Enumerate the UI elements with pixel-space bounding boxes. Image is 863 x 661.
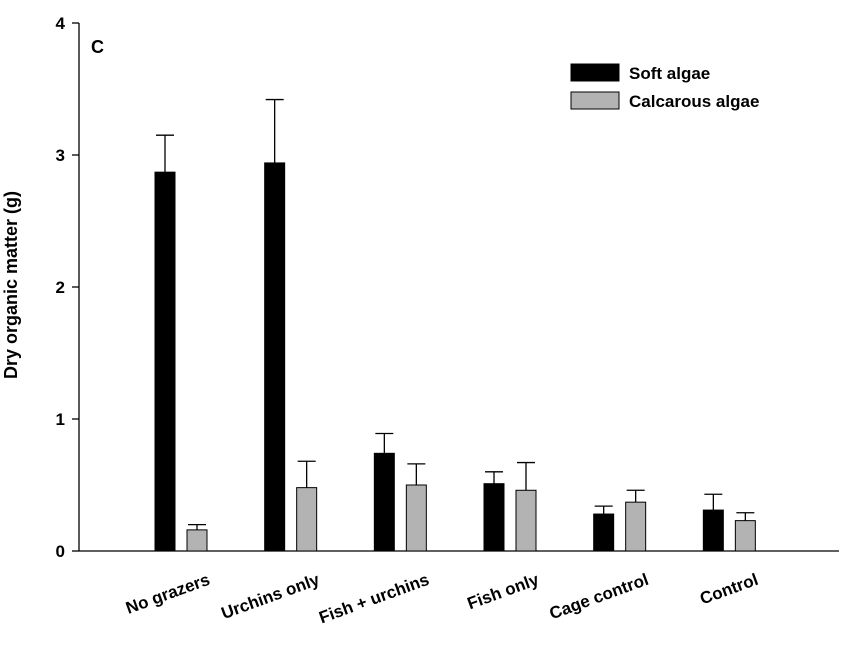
x-tick-label: No grazers — [123, 570, 212, 618]
y-tick-label: 3 — [56, 146, 65, 165]
y-tick-label: 0 — [56, 542, 65, 561]
bar — [734, 520, 756, 552]
bar — [373, 452, 395, 552]
x-tick-label: Fish + urchins — [316, 570, 431, 627]
x-tick-label: Fish only — [465, 570, 542, 614]
bar — [702, 509, 724, 552]
bar — [264, 162, 286, 552]
bar — [154, 171, 176, 552]
bar — [593, 513, 615, 552]
x-tick-label: Control — [697, 570, 760, 609]
y-tick-label: 1 — [56, 410, 65, 429]
panel-label: C — [91, 37, 104, 57]
legend-swatch — [570, 63, 620, 82]
x-tick-label: Urchins only — [219, 570, 323, 623]
bar — [186, 529, 208, 552]
y-tick-label: 2 — [56, 278, 65, 297]
y-axis-title: Dry organic matter (g) — [1, 191, 21, 379]
x-tick-label: Cage control — [547, 570, 651, 623]
bar — [296, 487, 318, 552]
bar — [405, 484, 427, 552]
bar — [483, 483, 505, 552]
legend-label: Calcarous algae — [629, 92, 759, 111]
bar — [625, 501, 647, 552]
legend-swatch — [570, 91, 620, 110]
legend-label: Soft algae — [629, 64, 710, 83]
bar — [515, 489, 537, 552]
y-tick-label: 4 — [56, 14, 66, 33]
legend: Soft algae Calcarous algae — [570, 63, 759, 111]
